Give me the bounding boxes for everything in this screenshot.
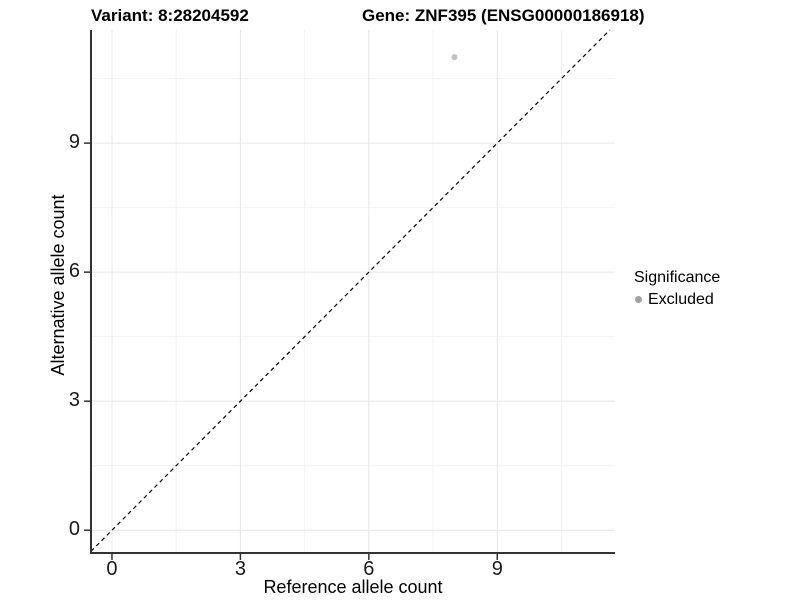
plot-title-gene: Gene: ZNF395 (ENSG00000186918)	[362, 6, 645, 25]
legend: Significance Excluded	[634, 268, 720, 309]
x-tick-label-6: 6	[363, 558, 375, 580]
y-tick-label-6: 6	[68, 260, 80, 283]
x-axis-title: Reference allele count	[263, 577, 443, 597]
x-tick-label-3: 3	[234, 558, 246, 580]
plot-title-variant: Variant: 8:28204592	[91, 6, 249, 25]
y-tick-label-0: 0	[68, 518, 80, 541]
identity-reference-line	[90, 29, 611, 552]
plot-panel	[84, 29, 615, 560]
x-tick-label-0: 0	[106, 558, 118, 580]
data-point-excluded	[451, 54, 458, 61]
legend-item-excluded: Excluded	[634, 290, 720, 309]
plot-area-svg	[84, 29, 615, 560]
excluded-point-icon	[635, 296, 642, 303]
y-tick-label-9: 9	[68, 131, 80, 154]
legend-item-label: Excluded	[648, 291, 714, 308]
legend-title: Significance	[634, 269, 721, 286]
x-tick-label-9: 9	[491, 558, 503, 580]
y-tick-label-3: 3	[68, 389, 80, 412]
